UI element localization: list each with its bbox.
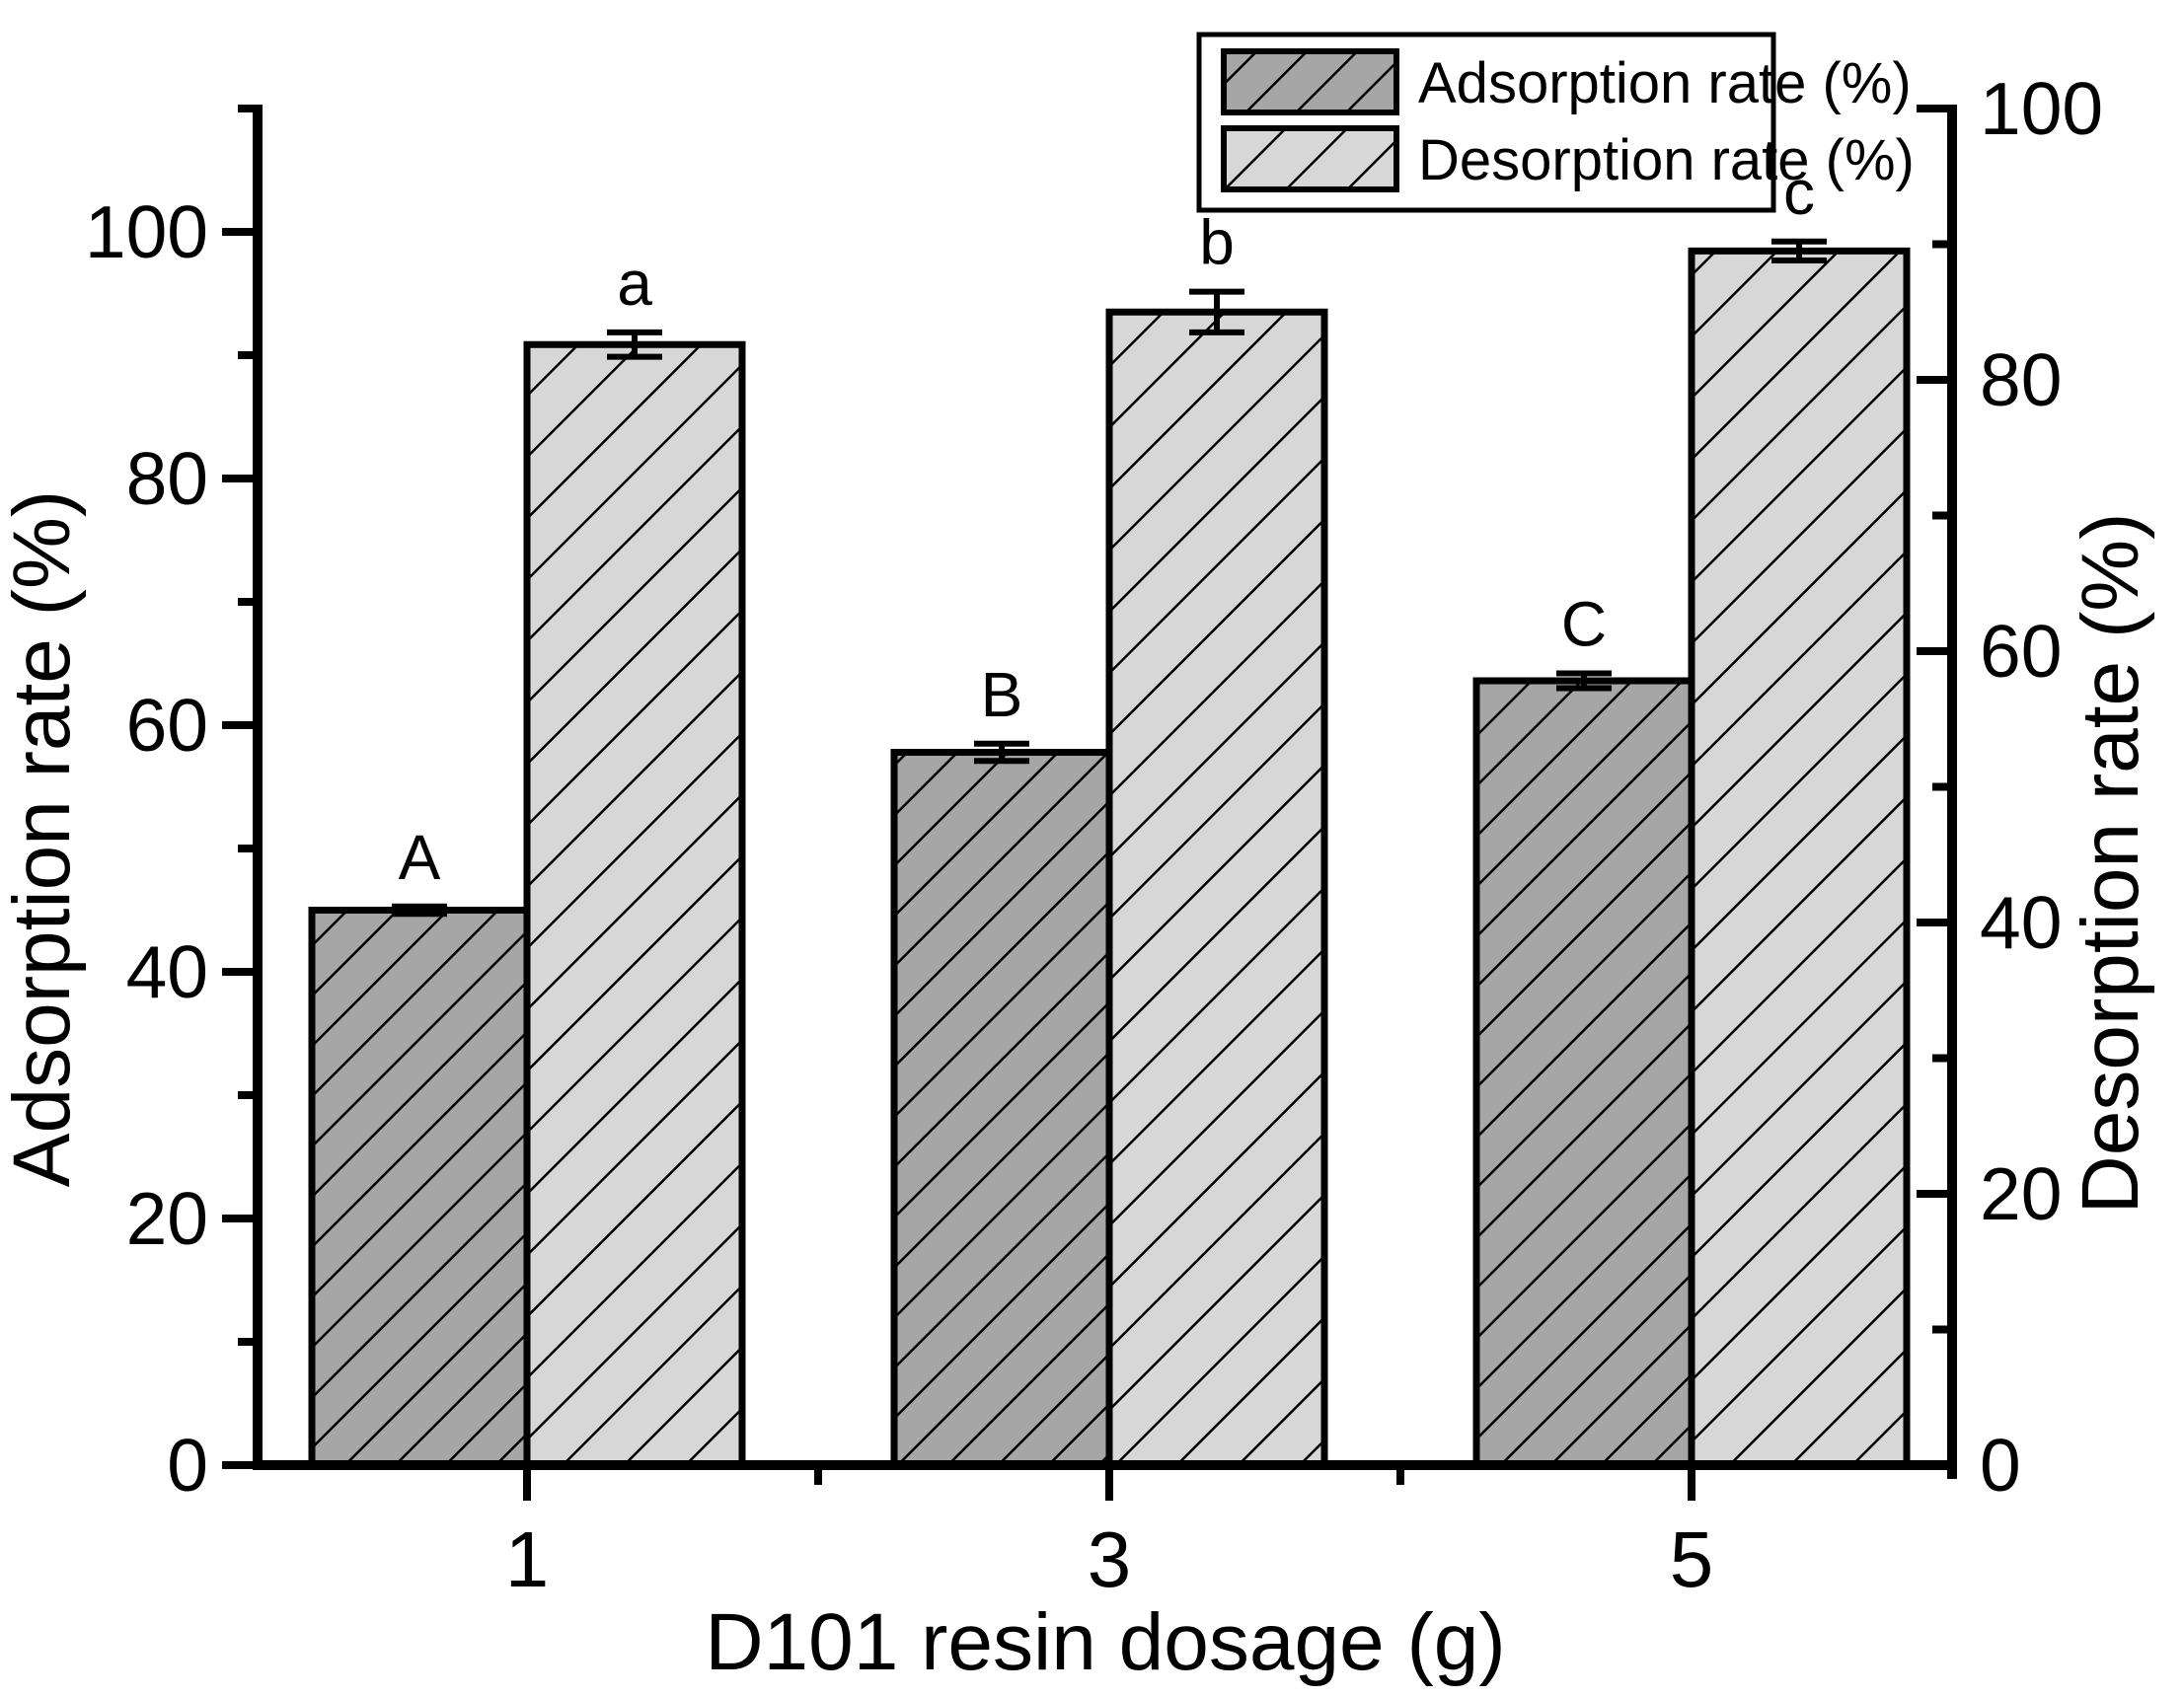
legend: Adsorption rate (%) Desorption rate (%)	[1196, 32, 1915, 213]
bar-desorption-3	[1105, 308, 1328, 1469]
left-tick-label-60: 60	[126, 684, 208, 767]
right-axis-ticks: 0 20 40 60 80 100	[1917, 67, 2103, 1507]
left-tick-label-0: 0	[167, 1424, 208, 1507]
sig-letter-a: a	[617, 248, 652, 319]
left-axis-ticks: 0 20 40 60 80 100	[85, 105, 258, 1507]
right-tick-label-60: 60	[1980, 610, 2062, 693]
right-tick-label-40: 40	[1980, 881, 2062, 964]
bars-group: A B Ca b c	[308, 157, 1911, 1469]
bar-group-desorption-3: b	[1105, 207, 1328, 1469]
bar-adsorption-5	[1472, 677, 1695, 1469]
right-tick-label-80: 80	[1980, 338, 2062, 421]
bar-adsorption-1	[308, 907, 531, 1469]
sig-letter-B: B	[981, 659, 1023, 730]
error-bar	[607, 329, 662, 360]
x-tick-label-1: 1	[505, 1515, 550, 1603]
right-tick-label-100: 100	[1980, 67, 2103, 150]
right-axis-title: Desorption rate (%)	[2066, 513, 2155, 1215]
right-tick-label-20: 20	[1980, 1152, 2062, 1235]
bar-group-desorption-5: c	[1688, 157, 1911, 1469]
sig-letter-C: C	[1561, 589, 1607, 660]
legend-item-adsorption: Adsorption rate (%)	[1221, 48, 1912, 115]
error-bar	[1556, 670, 1612, 692]
x-tick-label-3: 3	[1088, 1515, 1132, 1603]
left-axis-title: Adsorption rate (%)	[0, 490, 87, 1187]
legend-item-desorption: Desorption rate (%)	[1221, 125, 1915, 192]
bar-adsorption-3	[890, 749, 1113, 1469]
legend-swatch-desorption	[1221, 125, 1399, 192]
error-bar	[974, 740, 1029, 765]
x-tick-label-5: 5	[1670, 1515, 1714, 1603]
left-tick-label-80: 80	[126, 437, 208, 520]
bar-group-adsorption-3: B	[890, 659, 1113, 1469]
sig-letter-c: c	[1783, 157, 1815, 228]
error-bar	[392, 903, 447, 918]
x-axis-title: D101 resin dosage (g)	[705, 1597, 1505, 1687]
bar-group-adsorption-1: A	[308, 822, 531, 1469]
x-axis-ticks: 1 3 5	[505, 1465, 1714, 1603]
error-bar	[1771, 238, 1827, 263]
left-tick-label-40: 40	[126, 930, 208, 1013]
bar-group-desorption-1: a	[523, 248, 746, 1469]
sig-letter-b: b	[1199, 207, 1235, 278]
legend-label-desorption: Desorption rate (%)	[1418, 128, 1915, 192]
bar-desorption-5	[1688, 247, 1911, 1469]
axes-group	[253, 105, 1957, 1479]
left-tick-label-20: 20	[126, 1177, 208, 1260]
left-tick-label-100: 100	[85, 190, 208, 273]
bar-desorption-1	[523, 340, 746, 1469]
right-tick-label-0: 0	[1980, 1424, 2021, 1507]
error-bar	[1189, 288, 1244, 335]
legend-label-adsorption: Adsorption rate (%)	[1418, 51, 1912, 115]
legend-swatch-adsorption	[1221, 48, 1399, 115]
sig-letter-A: A	[399, 822, 441, 893]
bar-group-adsorption-5: C	[1472, 589, 1695, 1469]
